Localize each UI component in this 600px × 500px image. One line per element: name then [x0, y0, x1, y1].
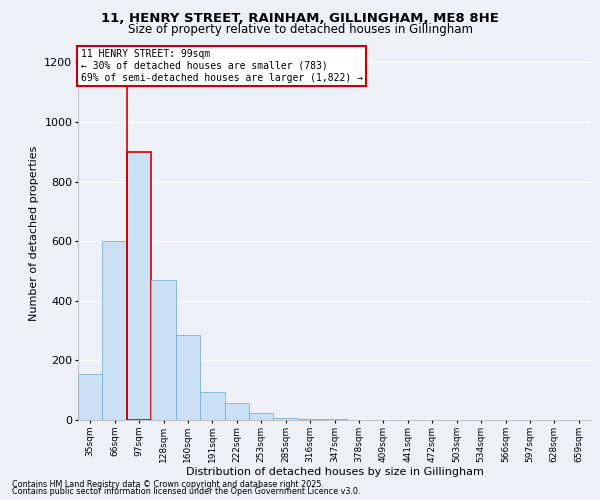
Text: Contains HM Land Registry data © Crown copyright and database right 2025.: Contains HM Land Registry data © Crown c… [12, 480, 324, 489]
Bar [200, 392, 224, 420]
Text: 11 HENRY STREET: 99sqm
← 30% of detached houses are smaller (783)
69% of semi-de: 11 HENRY STREET: 99sqm ← 30% of detached… [80, 50, 362, 82]
Text: Size of property relative to detached houses in Gillingham: Size of property relative to detached ho… [128, 22, 473, 36]
Bar [249, 414, 274, 420]
Y-axis label: Number of detached properties: Number of detached properties [29, 146, 39, 322]
Bar [298, 419, 322, 420]
Bar [274, 418, 298, 420]
Bar [103, 241, 127, 420]
Bar [127, 152, 151, 420]
X-axis label: Distribution of detached houses by size in Gillingham: Distribution of detached houses by size … [185, 468, 484, 477]
Bar [151, 280, 176, 420]
Text: 11, HENRY STREET, RAINHAM, GILLINGHAM, ME8 8HE: 11, HENRY STREET, RAINHAM, GILLINGHAM, M… [101, 12, 499, 26]
Bar [176, 335, 200, 420]
Bar [224, 403, 249, 420]
Text: Contains public sector information licensed under the Open Government Licence v3: Contains public sector information licen… [12, 487, 361, 496]
Bar [78, 374, 103, 420]
